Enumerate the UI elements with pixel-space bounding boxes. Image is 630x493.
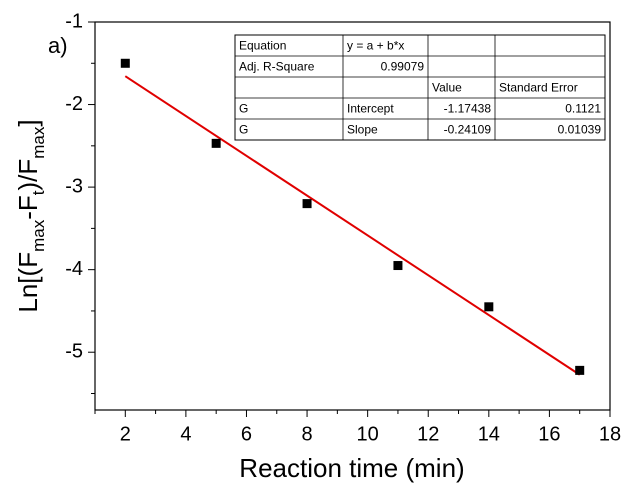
y-label-part: -F (13, 195, 43, 220)
table-cell: 0.99079 (381, 60, 425, 74)
table-cell: -0.24109 (444, 123, 492, 137)
x-tick-label: 16 (538, 423, 560, 445)
table-cell: 0.01039 (558, 123, 602, 137)
x-axis-label: Reaction time (min) (239, 453, 464, 483)
y-label-part: Ln[(F (13, 252, 43, 313)
table-cell: G (239, 102, 248, 116)
x-tick-label: 6 (241, 423, 252, 445)
y-label-part: )/F (13, 159, 43, 191)
data-point (484, 302, 494, 312)
table-cell: Intercept (347, 102, 394, 116)
y-tick-label: -3 (65, 175, 83, 197)
y-label-subscript: max (29, 126, 48, 159)
table-cell: Slope (347, 123, 378, 137)
y-tick-label: -4 (65, 258, 83, 280)
table-cell: Standard Error (499, 81, 578, 95)
annotation: a) (48, 33, 68, 58)
table-cell: Adj. R-Square (239, 60, 315, 74)
table-cell: 0.1121 (565, 102, 601, 116)
y-tick-label: -5 (65, 340, 83, 362)
table-cell: -1.17438 (444, 102, 492, 116)
table-cell: y = a + b*x (347, 39, 404, 53)
x-tick-label: 12 (417, 423, 439, 445)
y-tick-label: -2 (65, 93, 83, 115)
x-tick-label: 2 (120, 423, 131, 445)
x-tick-label: 18 (599, 423, 621, 445)
data-point (120, 58, 130, 68)
data-point (393, 261, 403, 271)
y-tick-label: -1 (65, 10, 83, 32)
table-cell: G (239, 123, 248, 137)
x-tick-label: 4 (180, 423, 191, 445)
fit-line (124, 75, 581, 376)
y-axis-label: Ln[(Fmax-Ft)/Fmax] (13, 119, 48, 312)
stats-table (234, 34, 606, 141)
y-label-subscript: t (29, 190, 48, 195)
y-label-part: ] (13, 119, 43, 126)
y-label-subscript: max (29, 219, 48, 252)
plot-frame (94, 21, 611, 411)
data-point (575, 365, 585, 375)
x-tick-label: 14 (478, 423, 500, 445)
data-point (302, 199, 312, 209)
x-tick-label: 8 (301, 423, 312, 445)
table-cell: Value (432, 81, 462, 95)
table-cell: Equation (239, 39, 286, 53)
x-tick-label: 10 (357, 423, 379, 445)
data-point (211, 138, 221, 148)
